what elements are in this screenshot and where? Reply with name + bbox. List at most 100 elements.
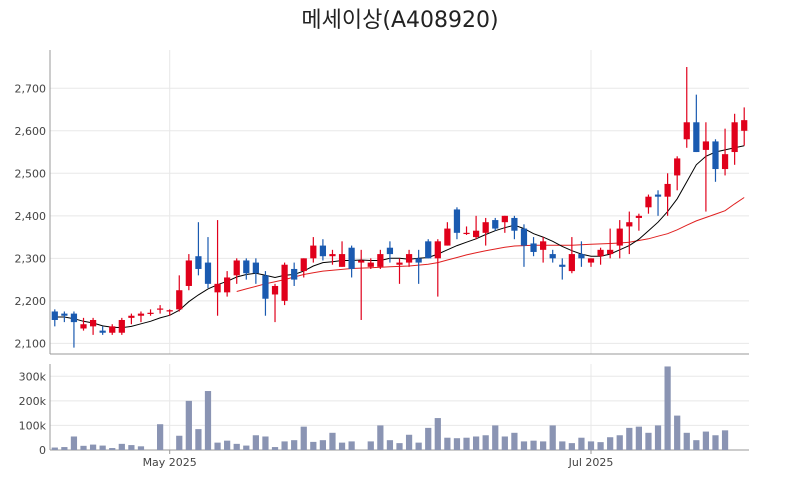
volume-bar bbox=[597, 442, 604, 450]
volume-bar bbox=[291, 440, 298, 450]
volume-bar bbox=[271, 447, 279, 450]
candle-body bbox=[674, 158, 681, 176]
candle-body bbox=[367, 262, 374, 267]
volume-bar bbox=[195, 429, 202, 450]
candle-body bbox=[99, 330, 106, 333]
volume-bar bbox=[319, 440, 327, 450]
candle-body bbox=[492, 220, 499, 229]
candle-body bbox=[224, 277, 231, 293]
candle-body bbox=[204, 262, 212, 284]
volume-bar bbox=[377, 425, 384, 450]
candle-body bbox=[338, 254, 346, 267]
volume-bar bbox=[434, 418, 441, 450]
candle-body bbox=[520, 228, 528, 246]
candle-body bbox=[626, 222, 633, 227]
volume-bar bbox=[99, 445, 106, 450]
volume-bar bbox=[607, 437, 614, 450]
volume-bar bbox=[635, 426, 642, 450]
volume-bar bbox=[559, 441, 566, 450]
volume-bar bbox=[262, 436, 269, 450]
volume-bar bbox=[549, 425, 556, 450]
volume-bar bbox=[367, 441, 374, 450]
volume-bar bbox=[693, 440, 700, 450]
candle-body bbox=[731, 122, 738, 153]
candle-body bbox=[511, 217, 518, 231]
candle-body bbox=[721, 154, 729, 170]
candle-body bbox=[80, 324, 87, 329]
candle-body bbox=[233, 260, 240, 276]
candle-body bbox=[70, 313, 78, 323]
volume-bar bbox=[654, 425, 662, 450]
volume-bar bbox=[674, 415, 681, 450]
candle-body bbox=[348, 247, 355, 269]
volume-bar bbox=[176, 435, 183, 450]
volume-bar bbox=[243, 445, 250, 450]
volume-y-tick-label: 0 bbox=[39, 444, 46, 457]
candle-body bbox=[214, 283, 221, 293]
candle-body bbox=[568, 254, 575, 272]
volume-bar bbox=[214, 442, 221, 450]
price-y-tick-label: 2,700 bbox=[15, 82, 47, 95]
candle-body bbox=[166, 310, 173, 312]
candle-body bbox=[712, 141, 719, 170]
volume-bar bbox=[396, 443, 403, 450]
candle-body bbox=[664, 183, 671, 197]
volume-bar bbox=[80, 445, 87, 450]
candle-body bbox=[118, 319, 125, 333]
volume-bar bbox=[425, 427, 432, 450]
candle-body bbox=[607, 249, 614, 255]
volume-bar bbox=[482, 435, 489, 450]
volume-bar bbox=[645, 432, 652, 450]
volume-bar bbox=[520, 441, 528, 450]
candle-body bbox=[262, 275, 269, 299]
volume-bar bbox=[89, 444, 97, 450]
candle-body bbox=[415, 258, 422, 263]
volume-bar bbox=[578, 437, 585, 450]
volume-bar bbox=[721, 430, 729, 450]
volume-bar bbox=[329, 432, 336, 450]
candle-body bbox=[109, 326, 116, 333]
volume-bar bbox=[405, 434, 413, 450]
candle-body bbox=[645, 196, 652, 208]
volume-bar bbox=[233, 443, 240, 450]
volume-bar bbox=[128, 445, 135, 450]
candle-body bbox=[176, 290, 183, 310]
candle-body bbox=[89, 319, 97, 327]
candle-body bbox=[51, 311, 58, 320]
volume-bar bbox=[386, 440, 394, 450]
volume-bar bbox=[137, 446, 145, 450]
candle-body bbox=[319, 245, 327, 257]
volume-bar bbox=[683, 432, 690, 450]
candle-body bbox=[463, 232, 470, 235]
chart-title: 메세이상(A408920) bbox=[301, 8, 499, 33]
candle-body bbox=[587, 258, 595, 263]
candle-body bbox=[128, 315, 135, 318]
candle-body bbox=[243, 260, 250, 274]
volume-bar bbox=[415, 442, 422, 450]
candle-body bbox=[425, 241, 432, 259]
candle-body bbox=[616, 228, 623, 246]
price-y-tick-label: 2,300 bbox=[15, 252, 47, 265]
candle-body bbox=[597, 249, 604, 257]
candle-body bbox=[291, 268, 298, 280]
volume-bar bbox=[185, 400, 192, 450]
price-y-tick-label: 2,100 bbox=[15, 337, 47, 350]
volume-bar bbox=[338, 442, 346, 450]
price-y-tick-label: 2,200 bbox=[15, 295, 47, 308]
volume-bar bbox=[492, 425, 499, 450]
candle-body bbox=[453, 209, 461, 233]
volume-bar bbox=[348, 441, 355, 450]
volume-bar bbox=[157, 424, 164, 450]
candle-body bbox=[329, 254, 336, 257]
volume-bar bbox=[530, 440, 537, 450]
volume-bar bbox=[281, 441, 288, 450]
candle-body bbox=[482, 222, 489, 233]
volume-bar bbox=[109, 448, 116, 450]
volume-bar bbox=[61, 447, 68, 450]
price-y-tick-label: 2,400 bbox=[15, 210, 47, 223]
candle-body bbox=[559, 264, 566, 267]
candle-body bbox=[741, 120, 748, 131]
candle-body bbox=[61, 313, 68, 316]
volume-bar bbox=[118, 443, 125, 450]
